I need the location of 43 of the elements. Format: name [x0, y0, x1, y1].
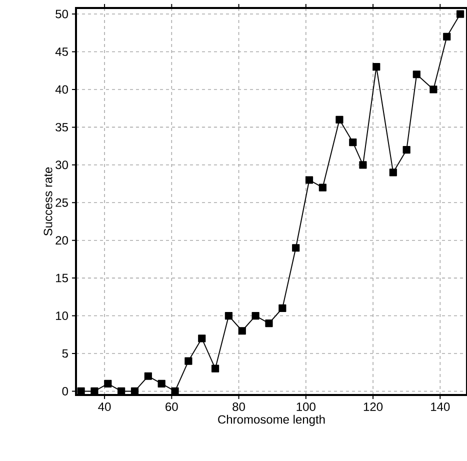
point [104, 380, 112, 388]
x-tick-label: 40 [98, 402, 111, 412]
y-tick-label: 30 [56, 160, 68, 170]
point [412, 70, 420, 78]
x-axis-title: Chromosome length [218, 414, 325, 426]
y-tick-label: 0 [62, 386, 68, 396]
point [430, 86, 438, 94]
y-axis-title: Success rate [44, 167, 52, 236]
point [224, 312, 233, 320]
point [402, 146, 410, 154]
x-tick-label: 60 [166, 402, 178, 412]
point [318, 184, 326, 192]
y-tick-label: 35 [56, 122, 68, 132]
y-tick-label: 15 [56, 274, 68, 282]
point [184, 357, 192, 365]
point [252, 312, 260, 320]
point [292, 244, 300, 252]
point [456, 10, 464, 18]
point [211, 364, 220, 372]
point [265, 320, 273, 328]
point [278, 304, 286, 312]
point [359, 161, 367, 169]
point [336, 116, 344, 124]
x-tick-label: 140 [431, 402, 450, 412]
y-tick-label: 40 [55, 85, 68, 94]
point [198, 334, 206, 342]
point [443, 32, 451, 40]
point [158, 380, 166, 388]
point [349, 138, 357, 146]
y-tick-label: 50 [56, 10, 68, 18]
y-tick-label: 25 [56, 198, 68, 207]
point [238, 327, 246, 335]
point [305, 176, 314, 184]
y-tick-label: 45 [55, 48, 68, 56]
y-tick-label: 20 [56, 236, 68, 245]
x-tick-label: 100 [296, 402, 316, 412]
point [372, 63, 380, 71]
y-tick-label: 10 [56, 312, 68, 320]
point [389, 168, 397, 176]
x-tick-label: 120 [364, 402, 383, 412]
y-tick-label: 5 [62, 349, 68, 358]
point [144, 372, 152, 380]
x-tick-label: 80 [232, 402, 245, 412]
